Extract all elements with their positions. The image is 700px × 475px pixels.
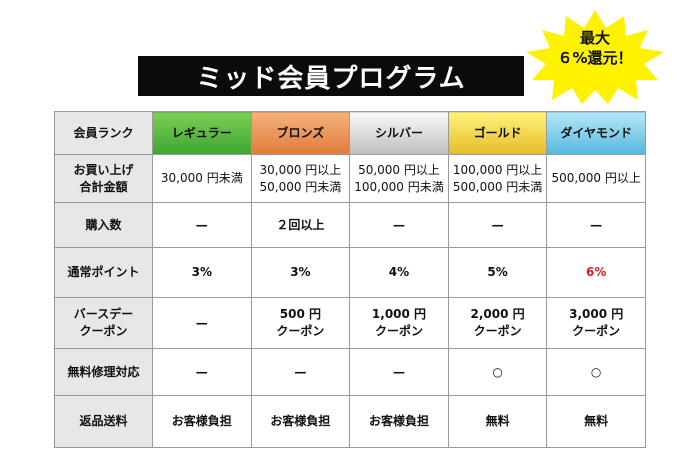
row-label-line: クーポン: [79, 324, 128, 338]
table-row-return-shipping: 返品送料 お客様負担 お客様負担 お客様負担 無料 無料: [54, 395, 646, 448]
rank-silver: シルバー: [349, 111, 449, 155]
cell-total-diamond: 500,000 円以上: [546, 154, 646, 203]
rank-regular: レギュラー: [152, 111, 252, 155]
header-row: 会員ランク レギュラー ブロンズ シルバー ゴールド ダイヤモンド: [54, 111, 646, 155]
cell-count-silver: —: [349, 202, 449, 248]
cell-text: 50,000 円未満: [259, 179, 342, 194]
cell-total-silver: 50,000 円以上 100,000 円未満: [349, 154, 449, 203]
table-row-free-repair: 無料修理対応 — — — ○ ○: [54, 348, 646, 396]
cell-text: クーポン: [473, 324, 522, 338]
cell-count-gold: —: [447, 202, 548, 248]
row-label-line: 合計金額: [79, 179, 128, 194]
header-corner: 会員ランク: [54, 111, 153, 155]
cell-points-silver: 4%: [349, 247, 449, 298]
table-row-birthday-coupon: バースデー クーポン — 500 円 クーポン 1,000 円 クーポン 2,0…: [54, 297, 646, 349]
cell-text: —: [195, 315, 208, 330]
max-rebate-badge: 最大 ６%還元！: [520, 6, 670, 106]
cell-points-regular: 3%: [152, 247, 252, 298]
cell-points-diamond: 6%: [546, 247, 646, 298]
table-row-points: 通常ポイント 3% 3% 4% 5% 6%: [54, 247, 646, 298]
cell-text: 100,000 円未満: [354, 179, 444, 194]
cell-return-regular: お客様負担: [152, 395, 252, 448]
rank-diamond: ダイヤモンド: [546, 111, 646, 155]
cell-total-gold: 100,000 円以上 500,000 円未満: [447, 154, 548, 203]
cell-text: クーポン: [276, 324, 325, 338]
table-row-purchase-count: 購入数 — ２回以上 — — —: [54, 202, 646, 248]
cell-text: 30,000 円以上: [259, 162, 342, 177]
cell-repair-gold: ○: [447, 348, 548, 396]
starburst-icon: [526, 10, 664, 104]
cell-points-bronze: 3%: [250, 247, 351, 298]
cell-return-bronze: お客様負担: [250, 395, 351, 448]
cell-text: 500,000 円以上: [551, 171, 641, 185]
cell-repair-diamond: ○: [546, 348, 646, 396]
row-label-free-repair: 無料修理対応: [54, 348, 153, 396]
cell-bday-silver: 1,000 円 クーポン: [349, 297, 449, 349]
cell-repair-bronze: —: [250, 348, 351, 396]
cell-count-diamond: —: [546, 202, 646, 248]
cell-text: 100,000 円以上: [452, 162, 543, 177]
cell-bday-bronze: 500 円 クーポン: [250, 297, 351, 349]
cell-return-silver: お客様負担: [349, 395, 449, 448]
row-label-birthday-coupon: バースデー クーポン: [54, 297, 153, 349]
cell-total-bronze: 30,000 円以上 50,000 円未満: [250, 154, 351, 203]
cell-count-bronze: ２回以上: [250, 202, 351, 248]
cell-text: 500 円: [279, 307, 321, 321]
cell-text: 3,000 円: [569, 307, 624, 321]
cell-text: 2,000 円: [470, 307, 525, 321]
cell-text: 50,000 円以上: [358, 162, 440, 177]
table-row-total-amount: お買い上げ 合計金額 30,000 円未満 30,000 円以上 50,000 …: [54, 154, 646, 203]
cell-total-regular: 30,000 円未満: [152, 154, 252, 203]
cell-text: 500,000 円未満: [452, 179, 543, 194]
rank-gold: ゴールド: [447, 111, 548, 155]
cell-text: クーポン: [374, 324, 423, 338]
badge-line-2: ６%還元！: [557, 49, 633, 67]
cell-return-gold: 無料: [447, 395, 548, 448]
row-label-purchase-count: 購入数: [54, 202, 153, 248]
cell-text: 1,000 円: [371, 307, 427, 321]
row-label-points: 通常ポイント: [54, 247, 153, 298]
row-label-return-shipping: 返品送料: [54, 395, 153, 448]
cell-bday-gold: 2,000 円 クーポン: [447, 297, 548, 349]
cell-return-diamond: 無料: [546, 395, 646, 448]
cell-text: 30,000 円未満: [160, 171, 243, 185]
cell-repair-silver: —: [349, 348, 449, 396]
row-label-total-amount: お買い上げ 合計金額: [54, 154, 153, 203]
cell-text: クーポン: [572, 324, 621, 338]
rank-comparison-table: 会員ランク レギュラー ブロンズ シルバー ゴールド ダイヤモンド お買い上げ …: [54, 111, 646, 448]
rank-bronze: ブロンズ: [250, 111, 351, 155]
row-label-line: バースデー: [73, 307, 134, 321]
badge-line-1: 最大: [579, 29, 610, 47]
row-label-line: お買い上げ: [73, 162, 134, 177]
cell-count-regular: —: [152, 202, 252, 248]
cell-bday-diamond: 3,000 円 クーポン: [546, 297, 646, 349]
cell-repair-regular: —: [152, 348, 252, 396]
program-title: ミッド会員プログラム: [138, 56, 524, 96]
cell-points-gold: 5%: [447, 247, 548, 298]
cell-bday-regular: —: [152, 297, 252, 349]
